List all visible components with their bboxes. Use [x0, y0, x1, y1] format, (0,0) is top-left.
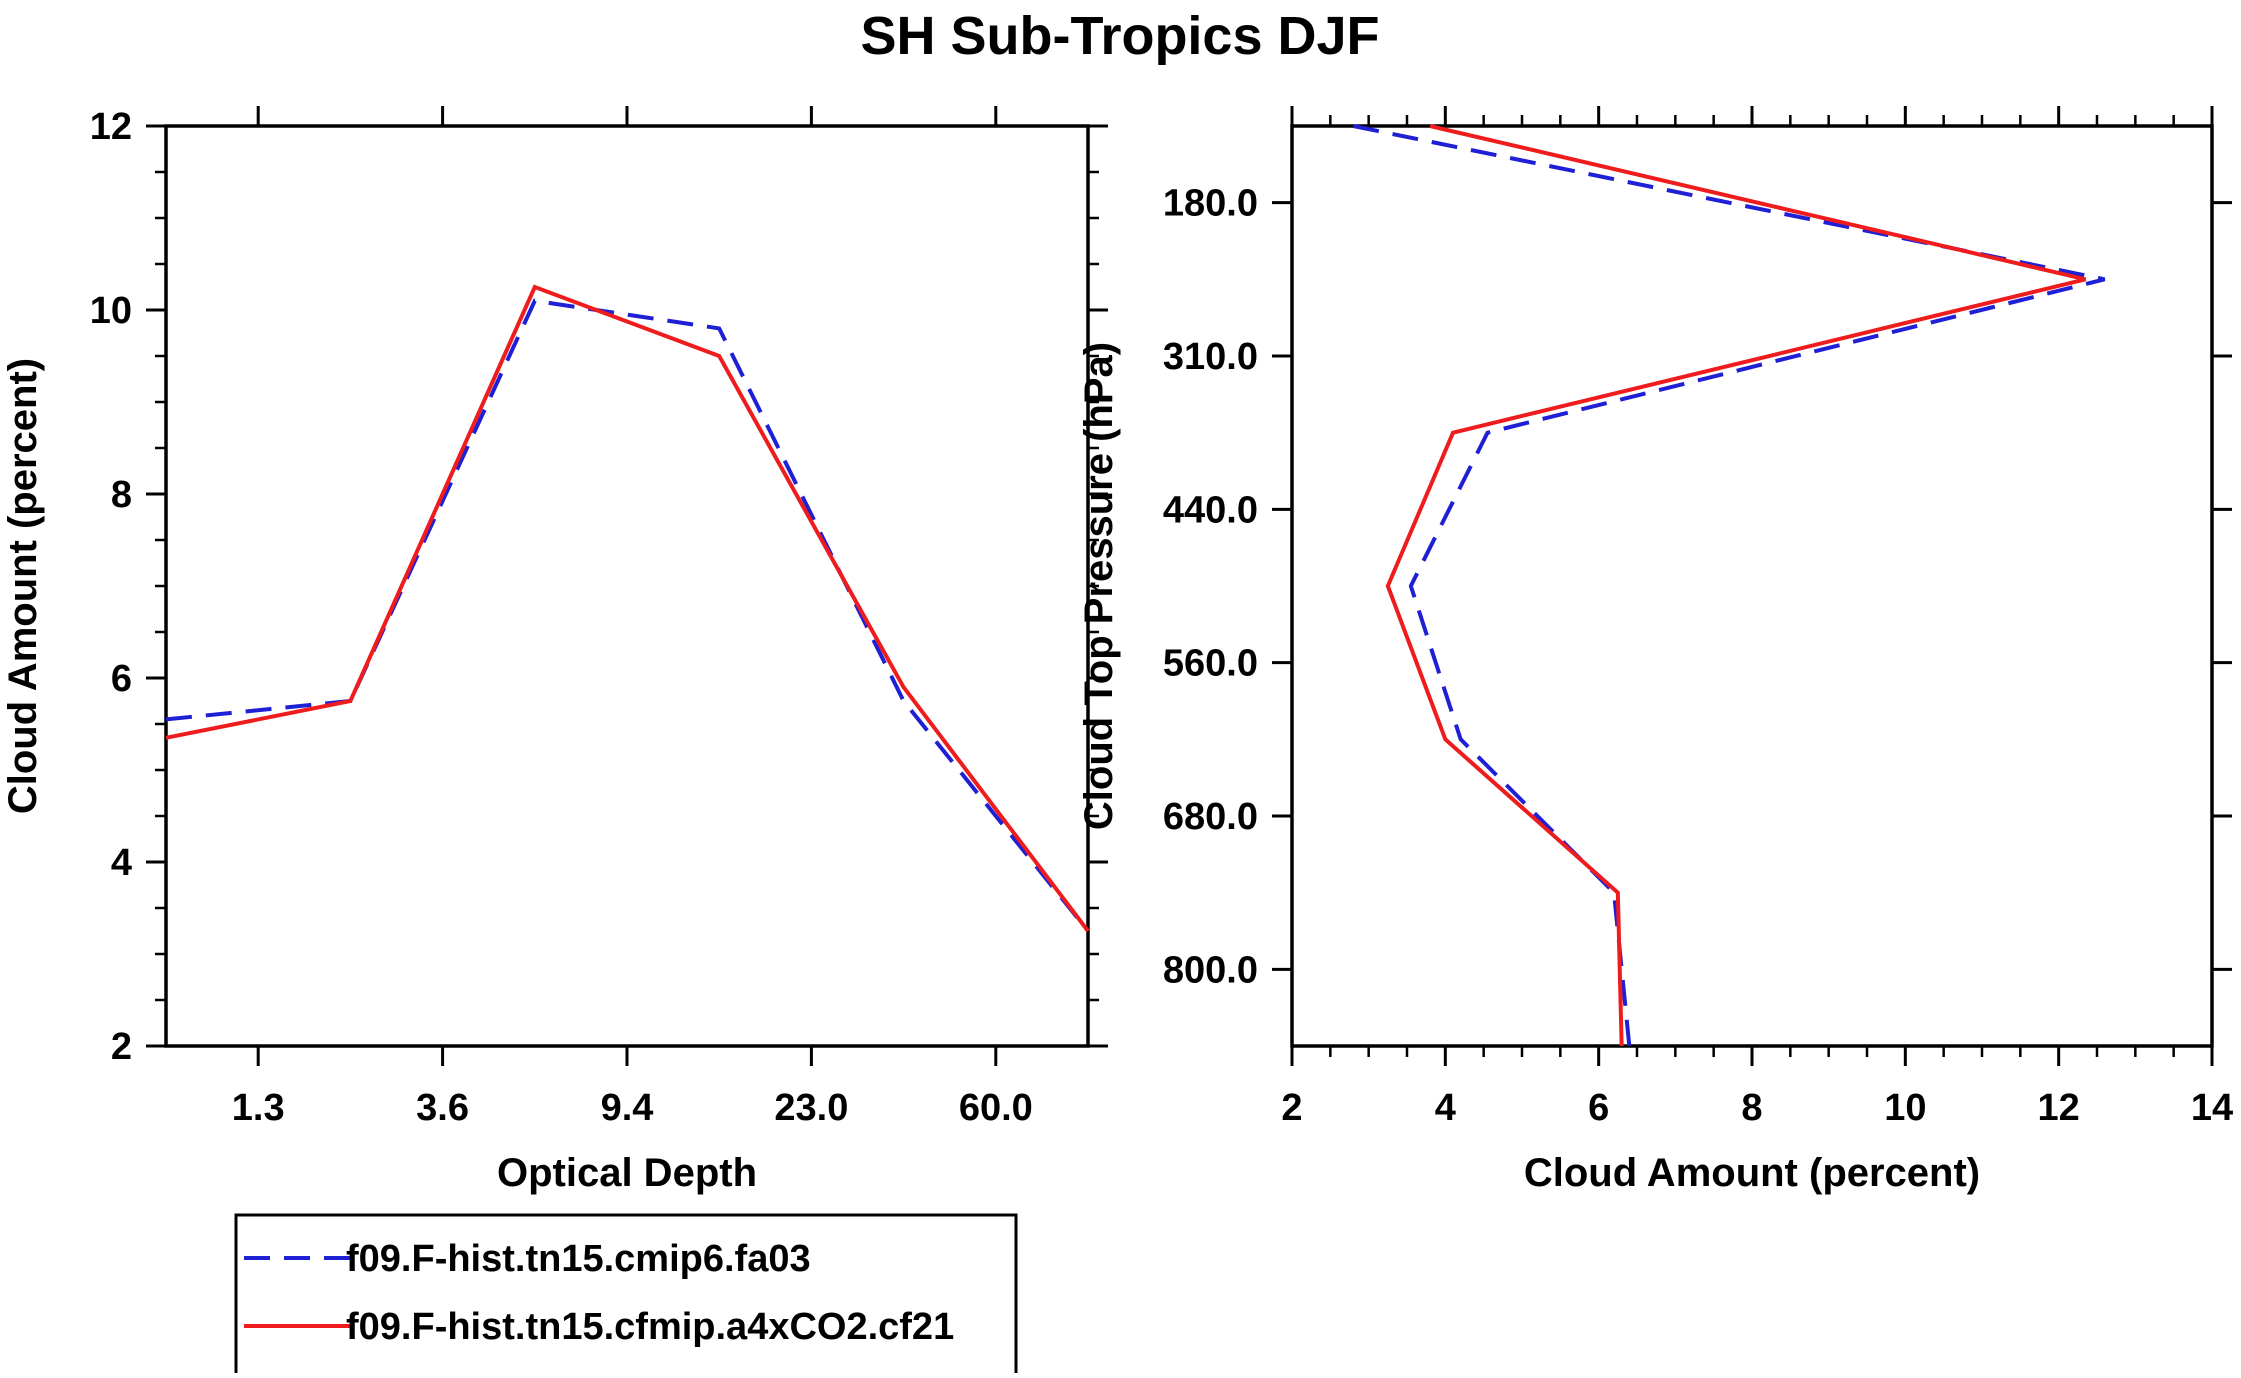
left-ytick-label: 10 — [90, 290, 132, 332]
right-ytick-label: 310.0 — [1163, 336, 1258, 378]
right-xtick-label: 8 — [1741, 1087, 1762, 1129]
left-series-fa03-line — [165, 298, 1090, 933]
legend: f09.F-hist.tn15.cmip6.fa03 f09.F-hist.tn… — [234, 1213, 1018, 1377]
left-ytick-label: 6 — [111, 658, 132, 700]
right-xtick-label: 2 — [1281, 1087, 1302, 1129]
legend-box — [234, 1213, 1018, 1377]
right-series-fa03-line — [1352, 124, 2106, 1047]
left-xtick-label: 60.0 — [959, 1087, 1033, 1129]
left-xaxis-label: Optical Depth — [497, 1151, 757, 1195]
left-ytick-label: 2 — [111, 1026, 132, 1068]
right-xtick-label: 12 — [2038, 1087, 2080, 1129]
left-ytick-label: 12 — [90, 106, 132, 148]
left-series-cf21-line — [165, 284, 1090, 933]
right-xtick-label: 10 — [1884, 1087, 1926, 1129]
right-ytick-label: 800.0 — [1163, 949, 1258, 991]
right-ytick-label: 680.0 — [1163, 796, 1258, 838]
legend-label-fa03: f09.F-hist.tn15.cmip6.fa03 — [346, 1238, 811, 1280]
left-ytick-label: 8 — [111, 474, 132, 516]
right-ytick-label: 560.0 — [1163, 643, 1258, 685]
left-yaxis-label: Cloud Amount (percent) — [1, 358, 45, 814]
right-xtick-label: 6 — [1588, 1087, 1609, 1129]
left-panel: 2 4 6 8 10 12 1.3 3.6 9.4 23.0 60.0 Optical Depth Cl… — [1, 106, 1108, 1195]
right-xtick-label: 4 — [1435, 1087, 1456, 1129]
left-xtick-label: 1.3 — [232, 1087, 285, 1129]
left-ytick-label: 4 — [111, 842, 132, 884]
left-xtick-label: 23.0 — [774, 1087, 848, 1129]
right-panel: 2 4 6 8 10 12 14 180.0 310.0 440.0 560.0 680.0 800.0… — [1077, 106, 2233, 1195]
right-yaxis-label: Cloud Top Pressure (hPa) — [1077, 342, 1121, 830]
chart-title: SH Sub-Tropics DJF — [860, 6, 1379, 66]
right-series-cf21-line — [1385, 124, 2086, 1047]
left-plot-frame — [164, 124, 1090, 1048]
left-xtick-label: 9.4 — [601, 1087, 654, 1129]
legend-label-cf21: f09.F-hist.tn15.cfmip.a4xCO2.cf21 — [346, 1306, 954, 1348]
right-plot-frame — [1290, 124, 2214, 1048]
right-ytick-label: 180.0 — [1163, 183, 1258, 225]
right-xaxis-label: Cloud Amount (percent) — [1524, 1151, 1980, 1195]
right-xtick-label: 14 — [2191, 1087, 2233, 1129]
left-xtick-label: 3.6 — [416, 1087, 469, 1129]
right-ytick-label: 440.0 — [1163, 489, 1258, 531]
